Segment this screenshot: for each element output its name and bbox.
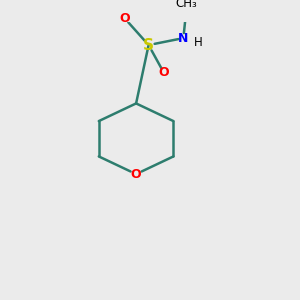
Text: N: N (178, 32, 188, 45)
Text: CH₃: CH₃ (175, 0, 197, 10)
Text: O: O (131, 168, 141, 181)
Text: O: O (159, 66, 169, 79)
Text: H: H (194, 36, 202, 49)
Text: S: S (143, 38, 154, 52)
Text: O: O (120, 12, 130, 25)
